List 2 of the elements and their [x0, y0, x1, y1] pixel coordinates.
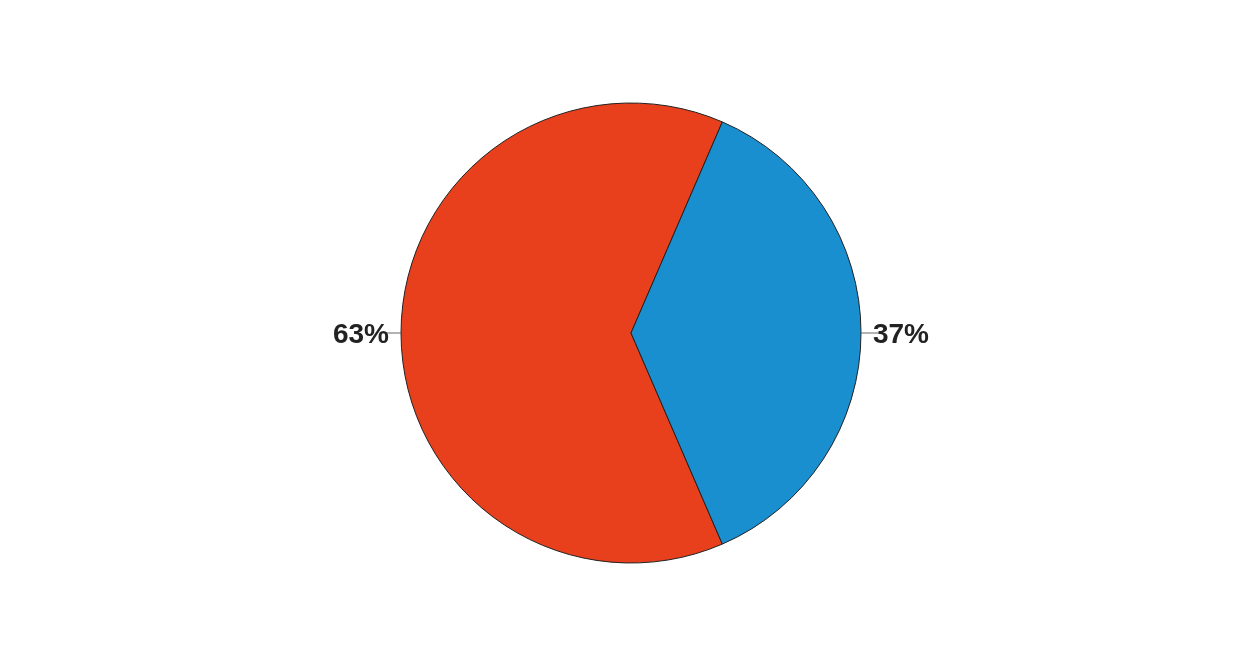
data-label: 63%	[332, 317, 390, 349]
data-label: 37%	[872, 317, 930, 349]
